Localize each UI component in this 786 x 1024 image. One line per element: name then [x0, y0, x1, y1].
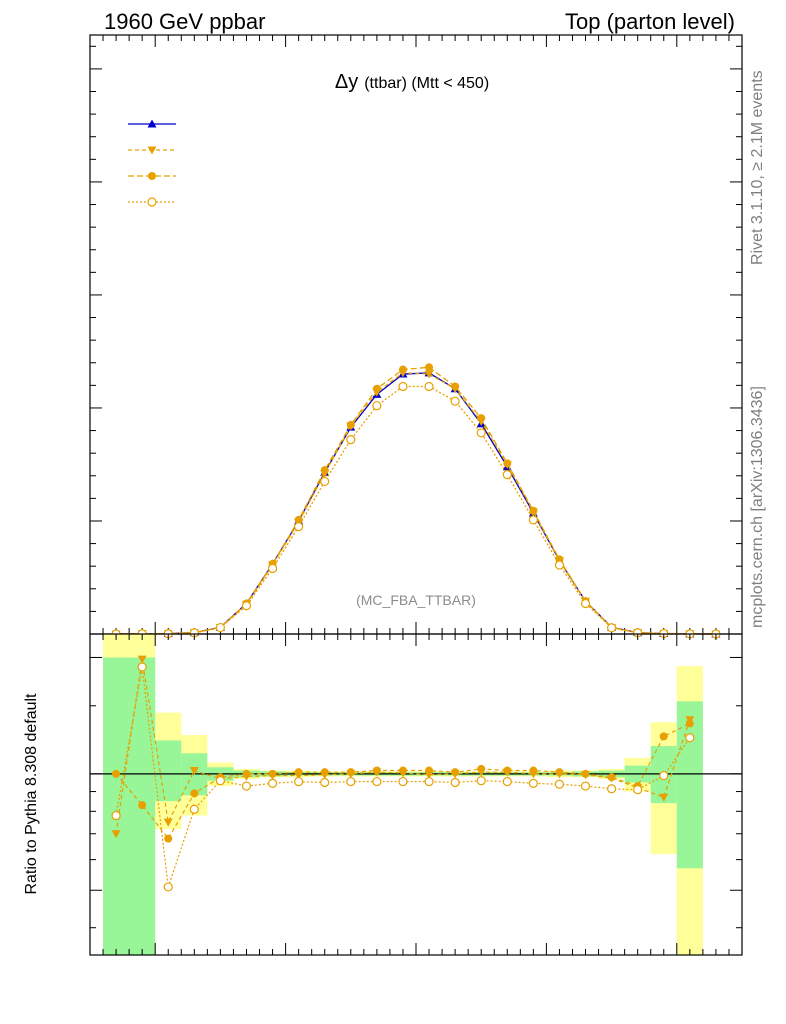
- header-right: Top (parton level): [565, 9, 735, 34]
- ratio-data-point: [241, 781, 252, 791]
- ratio-data-point: [476, 776, 486, 786]
- ratio-data-point: [659, 732, 668, 741]
- ratio-data-point: [424, 776, 434, 787]
- legend: [128, 119, 176, 207]
- ratio-data-point: [554, 779, 565, 789]
- ratio-data-point: [267, 778, 278, 788]
- legend-marker: [147, 197, 157, 207]
- ratio-data-point: [163, 882, 173, 892]
- data-point: [502, 470, 512, 480]
- data-point: [425, 363, 434, 372]
- data-point: [320, 466, 329, 475]
- ratio-data-point: [268, 769, 277, 778]
- data-point: [346, 420, 355, 429]
- data-point: [606, 623, 617, 633]
- ratio-data-point: [425, 766, 434, 775]
- ratio-data-point: [294, 768, 303, 777]
- ratio-data-point: [163, 818, 173, 827]
- ratio-data-point: [190, 789, 199, 798]
- plot-title-sub: (ttbar) (Mtt < 450): [364, 75, 489, 92]
- data-point: [528, 515, 538, 525]
- data-point: [294, 515, 303, 524]
- data-point: [398, 365, 407, 374]
- ratio-data-point: [372, 766, 381, 775]
- ratio-panel: [89, 633, 743, 956]
- ratio-data-point: [659, 770, 669, 781]
- data-point: [529, 506, 538, 515]
- data-point: [320, 476, 330, 487]
- data-point: [450, 396, 460, 406]
- ratio-data-point: [450, 777, 460, 788]
- data-point: [372, 401, 382, 411]
- main-frame: [89, 34, 743, 635]
- data-point: [424, 381, 434, 392]
- header-left: 1960 GeV ppbar: [104, 9, 265, 34]
- data-point: [476, 428, 486, 438]
- data-point: [554, 560, 565, 570]
- ratio-data-point: [659, 793, 669, 802]
- data-point: [267, 563, 278, 574]
- data-point: [503, 459, 512, 468]
- ratio-data-point: [685, 719, 694, 728]
- ratio-data-point: [164, 834, 173, 843]
- ratio-data-point: [137, 662, 147, 672]
- data-point: [580, 598, 591, 609]
- ratio-data-point: [398, 776, 408, 787]
- ratio-data-point: [503, 766, 512, 775]
- ratio-data-point: [502, 776, 512, 787]
- legend-marker: [148, 172, 156, 180]
- ratio-data-point: [398, 766, 407, 775]
- ratio-data-point: [477, 764, 486, 773]
- ratio-data-point: [138, 801, 147, 810]
- data-point: [372, 384, 381, 393]
- legend-marker: [147, 119, 157, 128]
- mcplots-label: mcplots.cern.ch [arXiv:1306.3436]: [749, 386, 766, 628]
- data-point: [398, 381, 408, 392]
- ratio-data-point: [451, 768, 460, 777]
- ratio-data-point: [137, 655, 147, 664]
- data-point: [346, 435, 356, 445]
- ratio-data-point: [215, 776, 225, 786]
- ratio-data-point: [580, 781, 591, 791]
- plot-title: Δy (ttbar) (Mtt < 450): [335, 71, 489, 93]
- ratio-data-point: [112, 769, 121, 778]
- plot-title-main: Δy: [335, 71, 358, 93]
- ratio-data-point: [555, 768, 564, 777]
- data-point: [451, 382, 460, 391]
- data-point: [241, 601, 252, 611]
- ratio-data-point: [372, 776, 382, 787]
- ratio-data-point: [320, 777, 330, 788]
- data-point: [424, 370, 434, 379]
- uncertainty-band-green: [155, 740, 182, 802]
- ratio-data-point: [111, 810, 121, 821]
- rivet-version-label: Rivet 3.1.10, ≥ 2.1M events: [749, 70, 766, 265]
- ratio-series-line: [115, 722, 691, 840]
- ratio-data-point: [685, 733, 695, 743]
- ratio-data-point: [320, 768, 329, 777]
- ratio-axis-label: Ratio to Pythia 8.308 default: [23, 693, 40, 895]
- ratio-data-point: [607, 773, 616, 782]
- ratio-data-point: [189, 804, 199, 814]
- ratio-data-point: [528, 778, 538, 788]
- ratio-data-point: [346, 776, 356, 787]
- ratio-data-point: [242, 769, 251, 778]
- ratio-data-point: [633, 785, 643, 795]
- uncertainty-band-green: [676, 701, 703, 869]
- ratio-data-point: [189, 767, 199, 776]
- analysis-tag: (MC_FBA_TTBAR): [356, 592, 476, 608]
- legend-marker: [147, 146, 157, 155]
- ratio-data-point: [294, 776, 304, 787]
- uncertainty-band-green: [103, 657, 156, 955]
- ratio-data-point: [111, 830, 121, 839]
- ratio-data-point: [581, 769, 590, 778]
- data-point: [477, 414, 486, 423]
- data-point: [215, 622, 225, 633]
- main-panel: [89, 34, 743, 639]
- ratio-data-point: [346, 768, 355, 777]
- data-point: [294, 522, 304, 532]
- ratio-data-point: [606, 784, 617, 794]
- ratio-data-point: [529, 766, 538, 775]
